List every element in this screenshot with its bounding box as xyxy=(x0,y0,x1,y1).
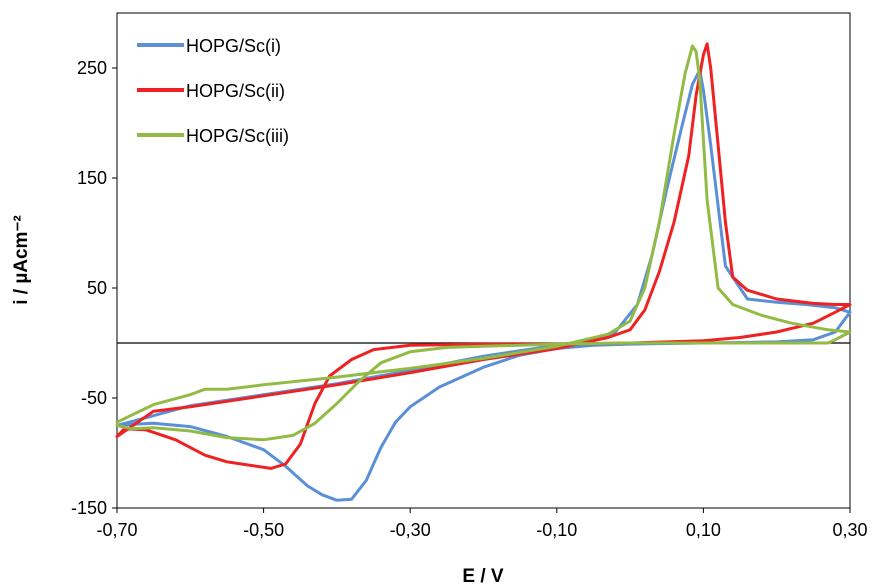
ticks-layer: -0,70 -0,50 -0,30 -0,10 0,10 0,30 -150 -50 50 150… xyxy=(71,58,868,540)
series-line-2 xyxy=(115,42,852,470)
y-tick-label: 150 xyxy=(77,168,107,188)
x-tick-label: -0,50 xyxy=(243,520,284,540)
series-line-3 xyxy=(115,44,852,442)
y-tick-label: -150 xyxy=(71,498,107,518)
x-tick-label: -0,10 xyxy=(536,520,577,540)
legend: HOPG/Sc(i) HOPG/Sc(ii) HOPG/Sc(iii) xyxy=(137,36,289,146)
plot-frame xyxy=(116,12,851,509)
series-layer xyxy=(115,42,852,502)
legend-label-1: HOPG/Sc(i) xyxy=(186,36,281,56)
x-tick-label: 0,10 xyxy=(686,520,721,540)
y-tick-label: -50 xyxy=(81,388,107,408)
x-tick-label: -0,70 xyxy=(96,520,137,540)
legend-label-2: HOPG/Sc(ii) xyxy=(186,81,285,101)
y-axis-title: i / µAcm⁻² xyxy=(11,215,32,305)
y-tick-label: 250 xyxy=(77,58,107,78)
x-tick-label: -0,30 xyxy=(390,520,431,540)
legend-label-3: HOPG/Sc(iii) xyxy=(186,126,289,146)
x-axis-title: E / V xyxy=(462,566,504,587)
x-tick-label: 0,30 xyxy=(832,520,867,540)
y-tick-label: 50 xyxy=(87,278,107,298)
